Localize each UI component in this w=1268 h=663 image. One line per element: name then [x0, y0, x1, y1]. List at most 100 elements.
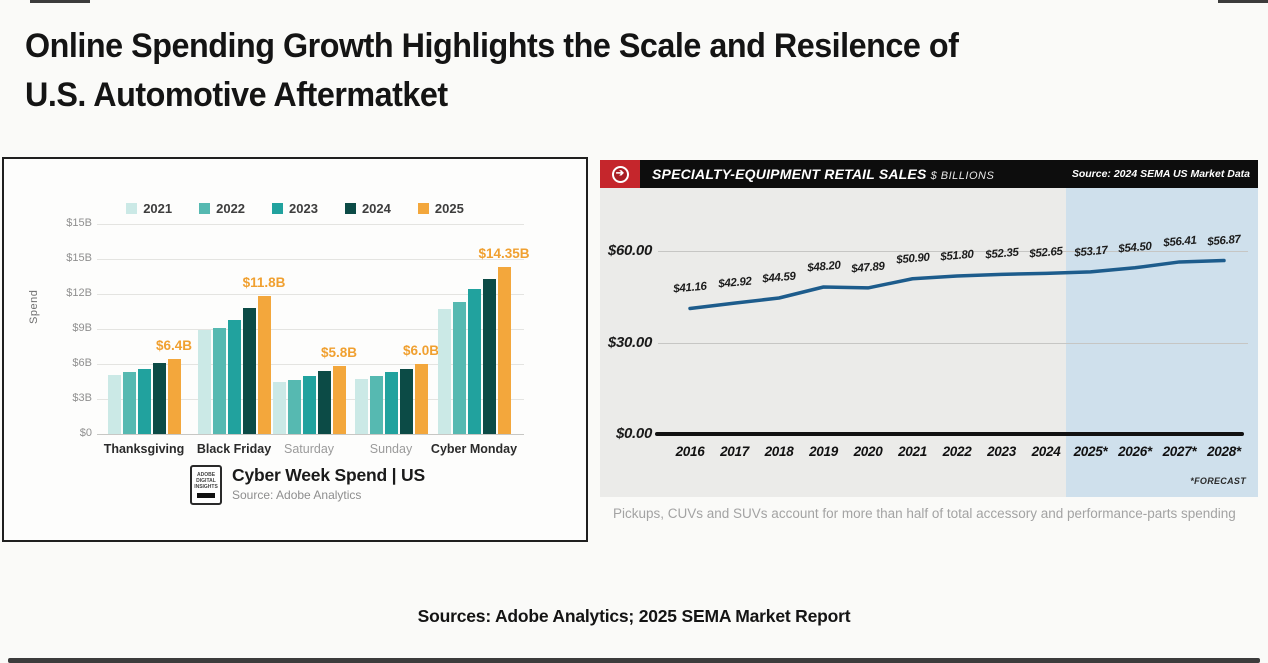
- gridline: [97, 329, 524, 330]
- logo-bar: [197, 492, 215, 498]
- x-category-label: Thanksgiving: [103, 442, 185, 456]
- x-category-label: Sunday: [369, 442, 413, 456]
- bar-chart-source: Source: Adobe Analytics: [232, 488, 362, 502]
- y-tick-label: $15B: [66, 252, 92, 264]
- gridline: [658, 342, 1248, 344]
- gridline: [97, 224, 524, 225]
- sema-arrow-icon: ➔: [600, 160, 640, 188]
- legend-item-2024: 2024: [344, 201, 391, 216]
- bar-2025-sunday: [414, 364, 428, 434]
- bar-2025-black-friday: [257, 296, 271, 434]
- page-title: Online Spending Growth Highlights the Sc…: [25, 22, 959, 121]
- line-plot-area: *FORECAST $60.00 $30.00 $0.00 2016 2017 2018 2…: [600, 188, 1258, 497]
- cyber-week-chart-panel: 2021 2022 2023 2024 2025 Spend ADOBE DIGITAL…: [2, 157, 588, 542]
- x-tick-label: 2026*: [1118, 444, 1152, 459]
- sales-trend-line: [688, 258, 1226, 311]
- x-axis-line: [655, 432, 1244, 436]
- line-chart-title-units: $ BILLIONS: [930, 170, 995, 182]
- bar-chart-legend: 2021 2022 2023 2024 2025: [4, 201, 586, 216]
- edge-artifact: [8, 658, 1260, 663]
- bar-value-label: $14.35B: [478, 245, 530, 261]
- x-tick-label: 2017: [720, 444, 749, 459]
- y-tick-label: $0: [79, 427, 92, 439]
- x-category-label: Black Friday: [196, 442, 272, 456]
- x-tick-label: 2025*: [1073, 444, 1108, 459]
- line-chart-title: SPECIALTY-EQUIPMENT RETAIL SALES $ BILLI…: [652, 166, 995, 182]
- legend-item-2023: 2023: [272, 201, 318, 216]
- x-tick-label: 2024: [1031, 444, 1061, 459]
- adobe-digital-insights-logo-icon: ADOBE DIGITAL INSIGHTS: [190, 465, 222, 505]
- bar-2022-sunday: [369, 375, 383, 434]
- y-tick-label: $0.00: [615, 425, 652, 442]
- bar-value-label: $6.0B: [402, 343, 440, 358]
- bar-2023-black-friday: [227, 319, 241, 434]
- bar-2023-saturday: [302, 375, 316, 434]
- bar-chart-footer: ADOBE DIGITAL INSIGHTS Cyber Week Spend …: [190, 465, 425, 505]
- legend-swatch: [417, 203, 429, 214]
- y-tick-label: $60.00: [607, 242, 652, 259]
- bar-2021-sunday: [354, 379, 368, 434]
- logo-text: INSIGHTS: [194, 483, 218, 490]
- legend-item-2021: 2021: [126, 201, 172, 216]
- y-tick-label: $3B: [72, 392, 92, 404]
- bar-value-label: $11.8B: [242, 275, 286, 291]
- legend-item-2025: 2025: [417, 201, 464, 216]
- bar-2022-thanksgiving: [122, 372, 136, 434]
- sema-chart-panel: ➔ SPECIALTY-EQUIPMENT RETAIL SALES $ BIL…: [600, 160, 1258, 497]
- x-axis-line: [97, 434, 524, 435]
- x-tick-label: 2023: [987, 444, 1016, 459]
- bar-2025-saturday: [332, 366, 346, 434]
- logo-text: ADOBE: [196, 471, 216, 478]
- gridline: [97, 364, 524, 365]
- forecast-note: *FORECAST: [1190, 476, 1246, 486]
- bar-2024-saturday: [317, 371, 331, 434]
- bar-2022-cyber-monday: [452, 302, 466, 434]
- logo-text: DIGITAL: [196, 477, 216, 484]
- bar-2024-cyber-monday: [482, 278, 496, 434]
- bar-2021-saturday: [272, 381, 286, 434]
- x-tick-label: 2021: [898, 444, 927, 459]
- y-tick-label: $9B: [72, 322, 92, 334]
- legend-swatch: [199, 203, 211, 214]
- bar-value-label: $5.8B: [320, 345, 358, 361]
- x-tick-label: 2016: [675, 444, 705, 459]
- bar-2023-cyber-monday: [467, 289, 481, 434]
- bar-2021-cyber-monday: [437, 309, 451, 434]
- line-chart-caption: Pickups, CUVs and SUVs account for more …: [613, 506, 1236, 521]
- x-tick-label: 2028*: [1207, 444, 1241, 459]
- bar-2023-thanksgiving: [137, 368, 151, 434]
- bar-2021-black-friday: [197, 330, 211, 434]
- bar-value-label: $6.4B: [155, 338, 193, 354]
- legend-swatch: [126, 203, 138, 214]
- bar-2024-black-friday: [242, 308, 256, 434]
- bar-chart-title: Cyber Week Spend | US: [232, 465, 425, 485]
- legend-swatch: [272, 203, 284, 214]
- bar-2025-cyber-monday: [497, 266, 511, 434]
- x-tick-label: 2020: [853, 444, 883, 459]
- legend-swatch: [344, 203, 356, 214]
- gridline: [97, 294, 524, 295]
- gridline: [97, 259, 524, 260]
- bar-2024-thanksgiving: [152, 362, 166, 434]
- y-tick-label: $30.00: [607, 333, 652, 351]
- x-tick-label: 2027*: [1162, 444, 1197, 459]
- legend-item-2022: 2022: [199, 201, 245, 216]
- bar-2022-black-friday: [212, 327, 226, 434]
- edge-artifact: [30, 0, 90, 3]
- bar-2025-thanksgiving: [167, 359, 181, 434]
- line-chart-source: Source: 2024 SEMA US Market Data: [1071, 168, 1250, 180]
- y-tick-label: $15B: [66, 217, 92, 229]
- bar-2022-saturday: [287, 380, 301, 434]
- y-tick-label: $6B: [72, 357, 92, 369]
- bar-2024-sunday: [399, 368, 413, 434]
- edge-artifact: [1218, 0, 1268, 3]
- x-tick-label: 2022: [942, 444, 972, 459]
- page-title-line1: Online Spending Growth Highlights the Sc…: [25, 27, 959, 65]
- x-tick-label: 2019: [809, 444, 838, 459]
- y-tick-label: $12B: [66, 287, 92, 299]
- bar-2021-thanksgiving: [107, 374, 121, 434]
- x-category-label: Saturday: [283, 442, 335, 456]
- x-tick-label: 2018: [764, 444, 794, 459]
- gridline: [658, 251, 1248, 252]
- sema-chart-header: ➔ SPECIALTY-EQUIPMENT RETAIL SALES $ BIL…: [600, 160, 1258, 188]
